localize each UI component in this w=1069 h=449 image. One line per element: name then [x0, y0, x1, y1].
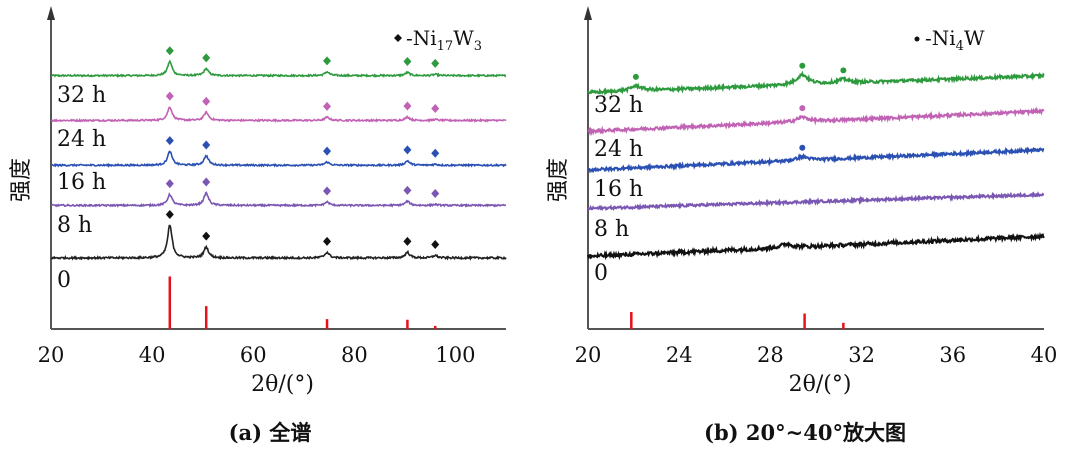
peak-marker-diamond-icon [165, 209, 174, 219]
x-tick-label: 32 [848, 343, 875, 367]
series-label: 0 [57, 268, 71, 293]
peak-marker-diamond-icon [165, 179, 174, 189]
legend-diamond-icon [394, 34, 402, 42]
series-label: 16 h [594, 177, 643, 202]
series-line [50, 106, 507, 123]
series-8h [50, 177, 507, 208]
peak-marker-diamond-icon [431, 239, 440, 249]
peak-marker-diamond-icon [431, 188, 440, 198]
peak-marker-diamond-icon [323, 101, 332, 111]
peak-marker-diamond-icon [202, 177, 211, 187]
legend-element: W [964, 26, 985, 50]
series-label: 8 h [594, 217, 629, 242]
series-8h [587, 191, 1045, 212]
panel-caption: (a) 全谱 [229, 420, 312, 445]
peak-marker-diamond-icon [403, 101, 412, 111]
peak-marker-diamond-icon [403, 57, 412, 67]
x-tick-label: 40 [139, 343, 166, 367]
legend-prefix: -Ni [925, 26, 956, 50]
legend-label: -Ni17W3 [406, 26, 482, 54]
peak-marker-dot-icon [799, 62, 806, 69]
peak-marker-diamond-icon [165, 136, 174, 146]
legend-element: W [453, 26, 474, 50]
peak-marker-diamond-icon [403, 185, 412, 195]
legend-subscript: 3 [474, 39, 482, 54]
peak-marker-diamond-icon [431, 148, 440, 158]
series-24h [50, 91, 507, 123]
x-tick-label: 100 [435, 343, 475, 367]
peak-marker-diamond-icon [403, 145, 412, 155]
series-label: 24 h [57, 127, 106, 152]
series-label: 24 h [594, 137, 643, 162]
peak-marker-diamond-icon [323, 236, 332, 246]
series-line [587, 146, 1045, 174]
x-tick-label: 20 [38, 343, 65, 367]
peak-marker-diamond-icon [165, 46, 174, 56]
x-tick-label: 20 [575, 343, 602, 367]
legend: -Ni17W3 [394, 26, 482, 54]
panel-a: 20 40 60 80 100 2θ/(°) 强度 (a) 全谱 -Ni17W3 32 h 24 h… [9, 6, 507, 445]
series-24h [587, 105, 1045, 137]
series-label: 0 [594, 261, 608, 286]
legend-subscript: 17 [437, 39, 454, 54]
legend: -Ni4W [914, 26, 985, 54]
series-line [587, 70, 1045, 97]
y-axis-arrow-icon [584, 6, 592, 20]
x-tick-label: 24 [666, 343, 693, 367]
peak-marker-diamond-icon [323, 186, 332, 196]
x-tick-label: 40 [1031, 343, 1058, 367]
peak-marker-diamond-icon [431, 103, 440, 113]
peak-marker-dot-icon [799, 144, 806, 151]
x-tick-label: 28 [757, 343, 784, 367]
series-line [587, 191, 1045, 212]
series-label: 16 h [57, 170, 106, 195]
peak-marker-dot-icon [840, 67, 847, 74]
x-axis-label: 2θ/(°) [789, 372, 852, 397]
series-16h [587, 144, 1045, 174]
legend-subscript: 4 [956, 39, 964, 54]
series-line [587, 106, 1045, 137]
series-line [50, 191, 507, 208]
peak-marker-diamond-icon [165, 91, 174, 101]
peak-marker-diamond-icon [431, 58, 440, 68]
y-axis-arrow-icon [47, 6, 55, 20]
peak-marker-diamond-icon [323, 56, 332, 66]
x-tick-label: 60 [240, 343, 267, 367]
series-32h [587, 62, 1045, 97]
legend-label: -Ni4W [925, 26, 985, 54]
series-0 [50, 209, 507, 261]
panel-caption: (b) 20°~40°放大图 [704, 420, 906, 445]
x-tick-label: 36 [939, 343, 966, 367]
peak-marker-diamond-icon [403, 236, 412, 246]
peak-marker-diamond-icon [202, 140, 211, 150]
peak-marker-diamond-icon [323, 146, 332, 156]
series-label: 32 h [57, 83, 106, 108]
series-line [50, 59, 507, 78]
peak-marker-diamond-icon [202, 96, 211, 106]
legend-prefix: -Ni [406, 26, 437, 50]
legend-dot-icon [914, 36, 920, 42]
series-line [50, 224, 507, 261]
series-line [587, 231, 1045, 261]
peak-marker-dot-icon [799, 105, 806, 112]
x-tick-label: 80 [341, 343, 368, 367]
series-0 [587, 231, 1045, 261]
series-label: 8 h [57, 213, 92, 238]
peak-marker-diamond-icon [202, 231, 211, 241]
series-label: 32 h [594, 93, 643, 118]
series-32h [50, 46, 507, 78]
y-axis-label: 强度 [546, 158, 571, 202]
y-axis-label: 强度 [9, 158, 34, 202]
peak-marker-diamond-icon [202, 53, 211, 63]
series-16h [51, 136, 507, 168]
peak-marker-dot-icon [632, 73, 639, 80]
series-line [51, 150, 507, 168]
x-axis-label: 2θ/(°) [251, 372, 314, 397]
